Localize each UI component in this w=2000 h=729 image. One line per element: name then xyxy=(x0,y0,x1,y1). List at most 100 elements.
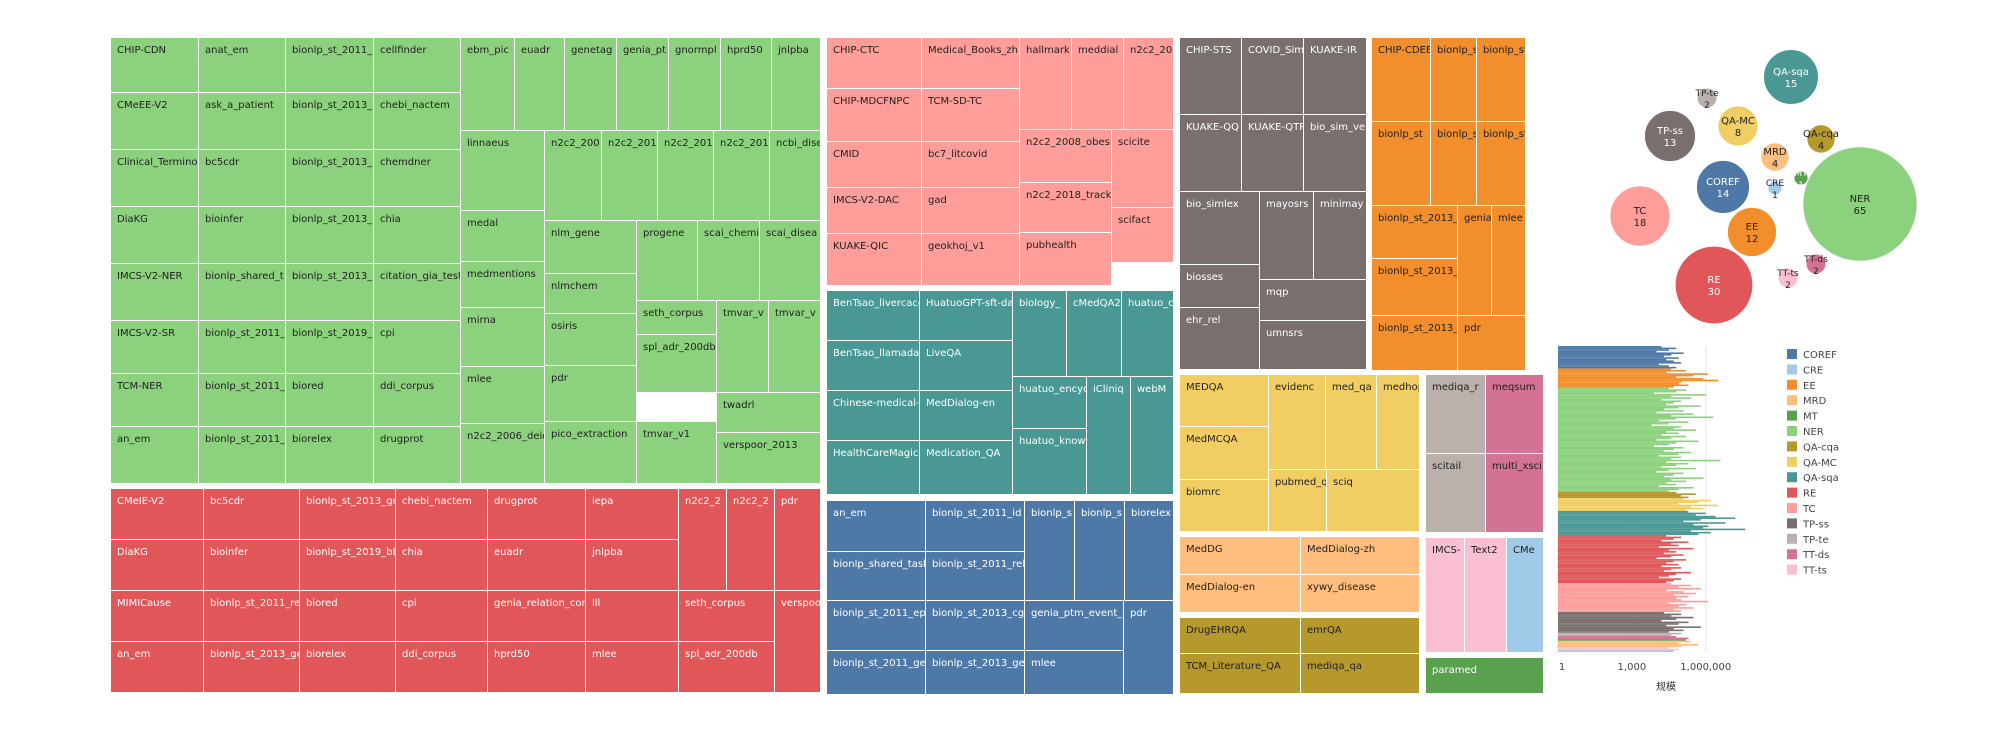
bar-ner xyxy=(1558,477,1704,479)
treemap-cell-re: n2c2_2 xyxy=(679,489,727,591)
treemap-cell-ee: pdr xyxy=(1458,316,1526,371)
treemap-cell-coref: mlee xyxy=(1025,651,1124,695)
treemap-cell-coref: bionlp_s xyxy=(1025,501,1075,601)
treemap-cell-ner: ask_a_patient xyxy=(199,93,286,150)
bar-qa-sqa xyxy=(1558,531,1711,534)
bar-qa-sqa xyxy=(1558,512,1706,515)
bar-qa-mc xyxy=(1558,498,1684,500)
treemap-cell-ner: spl_adr_200db xyxy=(637,335,717,393)
treemap-cell-qa-cqa: emrQA xyxy=(1301,618,1420,654)
treemap-cell-qa-sqa: MedDialog-en xyxy=(920,391,1013,441)
treemap-cell-re: bionlp_st_2013_ge xyxy=(204,642,300,693)
bar-re xyxy=(1558,554,1684,556)
bar-ner xyxy=(1558,395,1672,398)
treemap-cell-ee: mlee xyxy=(1492,206,1526,316)
treemap-cell-ner: cpi xyxy=(374,321,461,374)
treemap-cell-ner: bionlp_st_2013_ xyxy=(286,150,374,207)
treemap-cell-ner: bc5cdr xyxy=(199,150,286,207)
treemap-cell-ner: n2c2_201 xyxy=(714,131,770,221)
legend-swatch-ner xyxy=(1787,426,1797,436)
treemap-cell-ner: IMCS-V2-NER xyxy=(111,264,199,321)
bar-tp-ss xyxy=(1558,626,1701,628)
bar-ner xyxy=(1558,387,1669,390)
bubble-tt-ts xyxy=(1777,267,1799,289)
bar-ee xyxy=(1558,376,1677,379)
bar-ner xyxy=(1558,459,1721,462)
bar-tc xyxy=(1558,605,1679,608)
bar-re xyxy=(1558,547,1694,550)
treemap-cell-re: bionlp_st_2011_re xyxy=(204,591,300,642)
bubble-mrd xyxy=(1760,142,1790,172)
treemap-cell-re: seth_corpus xyxy=(679,591,775,642)
treemap-cell-ner: CHIP-CDN xyxy=(111,38,199,93)
bar-re xyxy=(1558,557,1657,560)
bar-re xyxy=(1558,552,1664,555)
treemap-cell-cre: CMe xyxy=(1507,538,1544,653)
bar-ner xyxy=(1558,454,1659,457)
bar-ner xyxy=(1558,397,1691,399)
treemap-cell-ner: ncbi_dise xyxy=(770,131,821,221)
legend-label: TP-ss xyxy=(1802,519,1829,530)
treemap-cell-qa-sqa: BenTsao_livercace xyxy=(827,291,920,341)
treemap-cell-ner: seth_corpus xyxy=(637,301,717,335)
treemap-cell-qa-mc: medhop xyxy=(1377,375,1420,470)
bar-tc xyxy=(1558,599,1682,601)
treemap-cell-tp-ss: minimay xyxy=(1314,192,1367,280)
bar-re xyxy=(1558,567,1682,569)
bar-ee xyxy=(1558,379,1719,382)
treemap-cell-re: biorelex xyxy=(300,642,396,693)
treemap-cell-re: bc5cdr xyxy=(204,489,300,540)
bar-re xyxy=(1558,536,1682,539)
treemap-cell-tp-ss: bio_sim_ve xyxy=(1304,115,1367,192)
bar-ee xyxy=(1558,374,1694,377)
bar-qa-sqa xyxy=(1558,522,1726,524)
treemap-cell-re: pdr xyxy=(775,489,821,591)
treemap-cell-ee: bionlp_st_2013_ xyxy=(1372,206,1458,259)
bubble-label-count: 8 xyxy=(1735,128,1741,139)
treemap-cell-re: bionlp_st_2013_gr xyxy=(300,489,396,540)
treemap-cell-ner: twadrl xyxy=(717,393,821,433)
bubble-label-count: 14 xyxy=(1717,189,1730,200)
bubble-tp-ss xyxy=(1643,109,1697,163)
bar-ner xyxy=(1558,398,1662,401)
bar-qa-sqa xyxy=(1558,511,1689,513)
treemap-cell-ner: gnormpl xyxy=(669,38,721,131)
bar-tc xyxy=(1558,603,1687,606)
bubble-label-category: MRD xyxy=(1763,147,1787,158)
treemap-cell-tc: CHIP-CTC xyxy=(827,38,922,89)
treemap-cell-tc: CHIP-MDCFNPC xyxy=(827,89,922,142)
treemap-cell-tp-ss: KUAKE-QTR xyxy=(1242,115,1304,192)
treemap-cell-ner: linnaeus xyxy=(461,131,545,211)
treemap-cell-ner: ebm_pic xyxy=(461,38,515,131)
bar-ner xyxy=(1558,406,1679,409)
bar-ner xyxy=(1558,408,1664,411)
bar-coref xyxy=(1558,350,1657,353)
treemap-cell-ner: genia_pt xyxy=(617,38,669,131)
treemap-cell-ner: jnlpba xyxy=(772,38,821,131)
bar-qa-sqa xyxy=(1558,515,1716,518)
legend-label: MT xyxy=(1803,412,1819,423)
bubble-label-count: 13 xyxy=(1664,138,1677,149)
treemap-cell-ner: osiris xyxy=(545,314,637,366)
treemap-cell-ee: bionlp_st_2013_ xyxy=(1372,316,1458,371)
treemap-cell-tc: pubhealth xyxy=(1020,233,1112,286)
legend-swatch-qa-cqa xyxy=(1787,441,1797,452)
treemap-cell-coref: genia_ptm_event_c xyxy=(1025,601,1124,651)
treemap-cell-qa-mc: pubmed_qa xyxy=(1269,470,1327,532)
treemap-cell-qa-sqa: Chinese-medical-di xyxy=(827,391,920,441)
bar-tp-ss xyxy=(1558,621,1689,624)
bar-qa-sqa xyxy=(1558,533,1699,536)
bar-tc xyxy=(1558,607,1694,609)
treemap-cell-ee: bionlp_st_2013_ xyxy=(1372,259,1458,316)
treemap-cell-ee: bionlp_st xyxy=(1372,122,1431,206)
treemap-cell-ner: anat_em xyxy=(199,38,286,93)
bar-ee xyxy=(1558,378,1704,380)
bar-re xyxy=(1558,562,1667,564)
bar-re xyxy=(1558,568,1672,571)
bar-re xyxy=(1558,573,1677,576)
bubble-label-count: 2 xyxy=(1704,101,1710,111)
bar-tc xyxy=(1558,608,1674,611)
treemap-cell-re: hprd50 xyxy=(488,642,586,693)
bar-coref xyxy=(1558,354,1672,356)
bar-tc xyxy=(1558,610,1682,612)
